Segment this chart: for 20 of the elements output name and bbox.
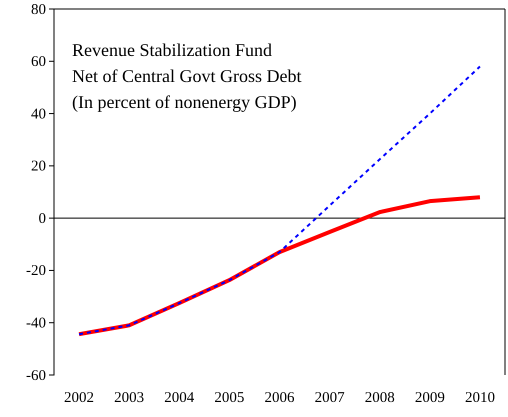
y-tick-label: 40 xyxy=(31,106,46,122)
x-tick-label: 2003 xyxy=(114,390,144,406)
x-tick-label: 2004 xyxy=(164,390,195,406)
y-tick-label: 80 xyxy=(31,2,46,18)
x-tick-label: 2008 xyxy=(364,390,395,406)
x-tick-label: 2006 xyxy=(264,390,295,406)
x-tick-label: 2002 xyxy=(64,390,94,406)
annotation: (In percent of nonenergy GDP) xyxy=(72,92,297,112)
x-tick-label: 2005 xyxy=(214,390,244,406)
y-tick-label: -20 xyxy=(26,263,46,280)
text: Net of Central Govt Gross Debt xyxy=(72,66,302,86)
x-tick-label: 2009 xyxy=(414,390,445,406)
y-tick-label: -60 xyxy=(26,368,46,384)
text: Revenue Stabilization Fund xyxy=(72,40,272,60)
x-tick-label: 2007 xyxy=(314,390,346,406)
y-tick-label: 60 xyxy=(31,54,46,70)
y-tick-label: 20 xyxy=(31,158,46,175)
x-tick-label: 2010 xyxy=(464,390,495,406)
y-tick-label: -40 xyxy=(26,316,46,332)
y-tick-label: 0 xyxy=(38,210,46,227)
